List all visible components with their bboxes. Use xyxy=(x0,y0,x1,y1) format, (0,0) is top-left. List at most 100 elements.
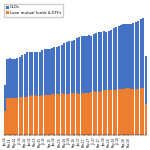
Bar xyxy=(68,41,70,94)
Bar xyxy=(140,88,142,135)
Bar xyxy=(26,97,28,135)
Bar xyxy=(63,94,65,135)
Bar xyxy=(105,90,107,135)
Bar xyxy=(9,98,11,135)
Bar xyxy=(41,50,43,95)
Bar xyxy=(4,111,6,135)
Bar xyxy=(83,93,85,135)
Bar xyxy=(113,28,115,90)
Bar xyxy=(93,34,95,91)
Bar xyxy=(105,32,107,90)
Bar xyxy=(137,89,139,135)
Bar xyxy=(21,55,23,97)
Bar xyxy=(26,52,28,97)
Bar xyxy=(78,94,80,135)
Bar xyxy=(51,48,53,94)
Bar xyxy=(123,89,125,135)
Bar xyxy=(56,94,58,135)
Bar xyxy=(95,92,98,135)
Bar xyxy=(115,27,117,90)
Bar xyxy=(61,45,63,93)
Bar xyxy=(9,58,11,98)
Bar xyxy=(142,88,144,135)
Bar xyxy=(51,94,53,135)
Bar xyxy=(90,36,93,92)
Bar xyxy=(44,49,46,95)
Bar xyxy=(90,92,93,135)
Bar xyxy=(142,18,144,88)
Bar xyxy=(16,58,18,98)
Bar xyxy=(48,49,51,95)
Bar xyxy=(115,90,117,135)
Bar xyxy=(145,56,147,104)
Bar xyxy=(21,97,23,135)
Bar xyxy=(118,89,120,135)
Bar xyxy=(125,24,127,88)
Bar xyxy=(135,22,137,89)
Bar xyxy=(85,36,88,93)
Bar xyxy=(71,40,73,93)
Bar xyxy=(73,93,75,135)
Bar xyxy=(36,96,38,135)
Bar xyxy=(34,52,36,95)
Legend: CLOs, Loan mutual funds & ETFs: CLOs, Loan mutual funds & ETFs xyxy=(4,4,63,17)
Bar xyxy=(58,94,60,135)
Bar xyxy=(19,57,21,97)
Bar xyxy=(88,35,90,93)
Bar xyxy=(132,89,134,135)
Bar xyxy=(110,30,112,90)
Bar xyxy=(36,52,38,96)
Bar xyxy=(73,40,75,93)
Bar xyxy=(58,46,60,94)
Bar xyxy=(41,95,43,135)
Bar xyxy=(39,52,41,96)
Bar xyxy=(113,90,115,135)
Bar xyxy=(39,96,41,135)
Bar xyxy=(29,52,31,96)
Bar xyxy=(46,49,48,95)
Bar xyxy=(53,94,56,135)
Bar xyxy=(46,95,48,135)
Bar xyxy=(66,42,68,94)
Bar xyxy=(100,91,102,135)
Bar xyxy=(118,26,120,89)
Bar xyxy=(16,98,18,135)
Bar xyxy=(98,32,100,92)
Bar xyxy=(130,89,132,135)
Bar xyxy=(83,36,85,93)
Bar xyxy=(145,104,147,135)
Bar xyxy=(14,98,16,135)
Bar xyxy=(11,98,14,135)
Bar xyxy=(103,90,105,135)
Bar xyxy=(120,25,122,89)
Bar xyxy=(71,93,73,135)
Bar xyxy=(56,47,58,94)
Bar xyxy=(6,98,9,135)
Bar xyxy=(29,96,31,135)
Bar xyxy=(120,89,122,135)
Bar xyxy=(48,95,51,135)
Bar xyxy=(127,88,129,135)
Bar xyxy=(108,31,110,90)
Bar xyxy=(44,95,46,135)
Bar xyxy=(127,24,129,88)
Bar xyxy=(76,38,78,93)
Bar xyxy=(81,93,83,135)
Bar xyxy=(19,97,21,135)
Bar xyxy=(68,94,70,135)
Bar xyxy=(135,89,137,135)
Bar xyxy=(31,52,33,95)
Bar xyxy=(14,59,16,98)
Bar xyxy=(95,33,98,92)
Bar xyxy=(66,94,68,135)
Bar xyxy=(11,58,14,98)
Bar xyxy=(78,37,80,94)
Bar xyxy=(125,88,127,135)
Bar xyxy=(34,95,36,135)
Bar xyxy=(85,93,88,135)
Bar xyxy=(108,90,110,135)
Bar xyxy=(93,91,95,135)
Bar xyxy=(137,21,139,89)
Bar xyxy=(24,54,26,97)
Bar xyxy=(76,93,78,135)
